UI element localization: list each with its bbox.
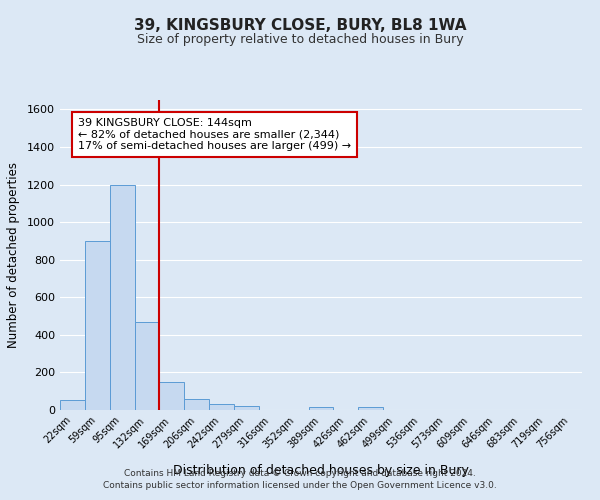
Text: Contains public sector information licensed under the Open Government Licence v3: Contains public sector information licen… — [103, 481, 497, 490]
X-axis label: Distribution of detached houses by size in Bury: Distribution of detached houses by size … — [173, 464, 469, 476]
Bar — [134, 322, 160, 410]
Bar — [160, 382, 184, 410]
Bar — [358, 407, 383, 410]
Bar — [110, 184, 134, 410]
Y-axis label: Number of detached properties: Number of detached properties — [7, 162, 20, 348]
Bar — [184, 398, 209, 410]
Text: Contains HM Land Registry data © Crown copyright and database right 2024.: Contains HM Land Registry data © Crown c… — [124, 468, 476, 477]
Bar — [234, 406, 259, 410]
Bar — [60, 400, 85, 410]
Bar — [85, 241, 110, 410]
Text: 39, KINGSBURY CLOSE, BURY, BL8 1WA: 39, KINGSBURY CLOSE, BURY, BL8 1WA — [134, 18, 466, 32]
Text: 39 KINGSBURY CLOSE: 144sqm
← 82% of detached houses are smaller (2,344)
17% of s: 39 KINGSBURY CLOSE: 144sqm ← 82% of deta… — [78, 118, 351, 151]
Bar — [209, 404, 234, 410]
Bar — [308, 407, 334, 410]
Text: Size of property relative to detached houses in Bury: Size of property relative to detached ho… — [137, 32, 463, 46]
